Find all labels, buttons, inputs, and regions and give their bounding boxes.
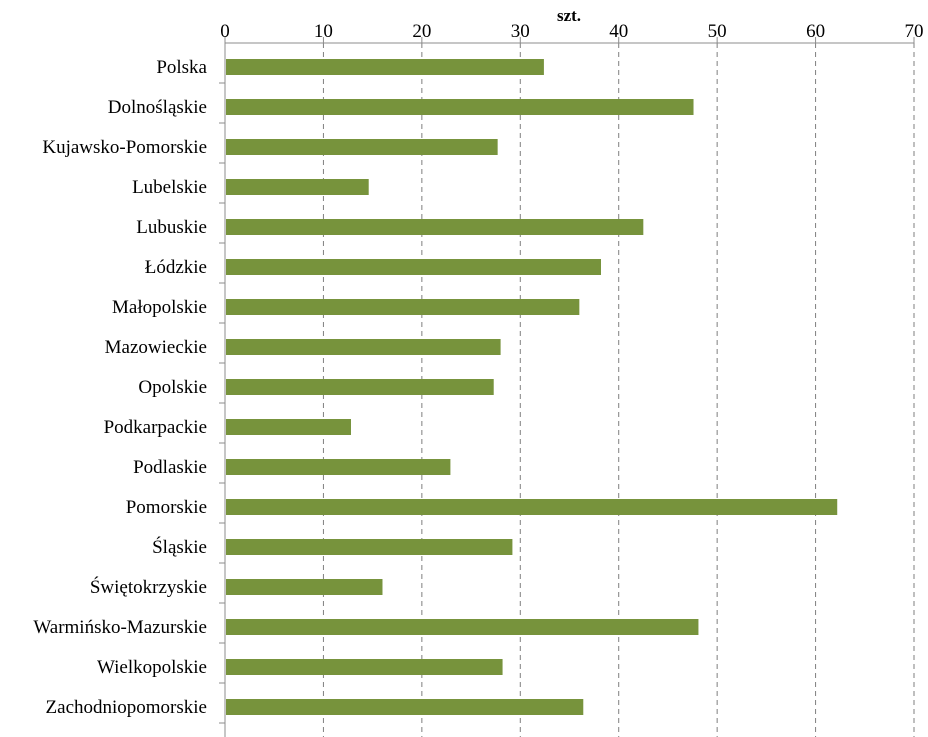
- x-tick-label: 40: [609, 21, 628, 42]
- bar: [226, 699, 584, 715]
- category-label: Śląskie: [152, 536, 207, 558]
- category-label: Wielkopolskie: [97, 657, 207, 678]
- bar: [226, 339, 501, 355]
- x-tick-label: 0: [220, 21, 230, 42]
- bar: [226, 379, 494, 395]
- category-label: Mazowieckie: [105, 337, 207, 358]
- category-label: Dolnośląskie: [108, 97, 207, 118]
- bar: [226, 299, 580, 315]
- bar: [226, 659, 503, 675]
- category-label: Świętokrzyskie: [90, 576, 207, 598]
- x-axis-unit-label: szt.: [557, 6, 581, 25]
- axes: [219, 37, 915, 737]
- bar: [226, 459, 451, 475]
- x-tick-label: 30: [511, 21, 530, 42]
- x-tick-label: 70: [905, 21, 924, 42]
- category-label: Polska: [156, 57, 207, 78]
- bar: [226, 179, 369, 195]
- category-label: Podlaskie: [133, 457, 207, 478]
- x-tick-label: 20: [412, 21, 431, 42]
- category-label: Małopolskie: [112, 297, 207, 318]
- category-label: Warmińsko-Mazurskie: [33, 617, 207, 638]
- bar: [226, 59, 544, 75]
- bar: [226, 259, 601, 275]
- category-label: Lubelskie: [132, 177, 207, 198]
- x-tick-labels: 0 10 20 30 40 50 60 70: [220, 21, 923, 42]
- category-label: Kujawsko-Pomorskie: [42, 137, 207, 158]
- category-label: Pomorskie: [126, 497, 207, 518]
- category-labels: Polska Dolnośląskie Kujawsko-Pomorskie Lube…: [33, 57, 207, 718]
- bar: [226, 579, 383, 595]
- x-tick-label: 50: [708, 21, 727, 42]
- bar: [226, 99, 694, 115]
- bar: [226, 219, 644, 235]
- x-tick-label: 10: [314, 21, 333, 42]
- x-tick-label: 60: [806, 21, 825, 42]
- bars: [226, 59, 838, 715]
- category-label: Łódzkie: [145, 257, 207, 278]
- bar: [226, 499, 838, 515]
- bar: [226, 539, 513, 555]
- bar: [226, 619, 699, 635]
- bar: [226, 419, 351, 435]
- category-label: Zachodniopomorskie: [46, 697, 207, 718]
- category-label: Opolskie: [138, 377, 207, 398]
- bar: [226, 139, 498, 155]
- category-label: Lubuskie: [136, 217, 207, 238]
- category-label: Podkarpackie: [104, 417, 207, 438]
